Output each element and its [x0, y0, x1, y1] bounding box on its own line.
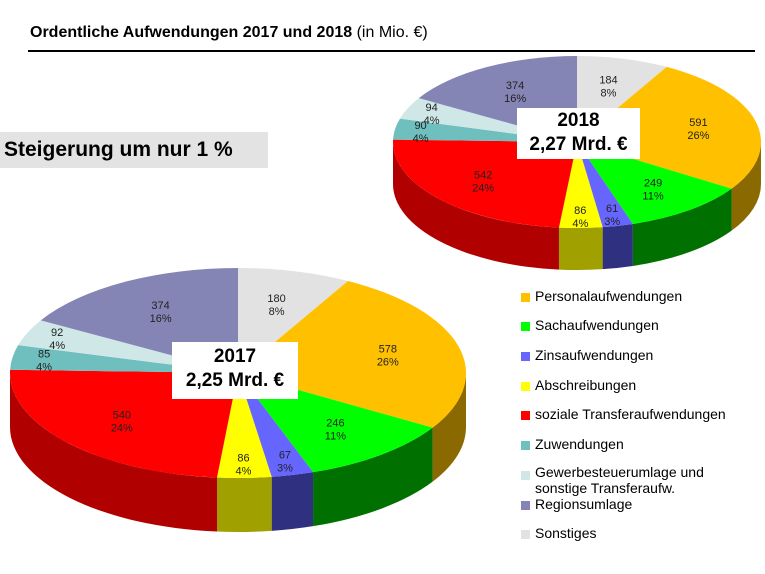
pie-2018-side-2 — [632, 188, 732, 266]
pie-percent-label: 4% — [36, 362, 52, 374]
pie-percent-label: 11% — [325, 431, 346, 443]
pie-value-label: 591 — [689, 117, 707, 129]
pie-2018-slice-sachaufwendungen — [577, 142, 732, 224]
increase-note: Steigerung um nur 1 % — [0, 132, 268, 168]
legend-label: Gewerbesteuerumlage und sonstige Transfe… — [535, 464, 704, 496]
legend-label: Personalaufwendungen — [535, 288, 683, 304]
pie-value-label: 61 — [606, 203, 618, 215]
pie-2018-slice-soziale — [393, 139, 577, 228]
legend-item: Regionsumlage — [521, 496, 632, 512]
legend-swatch — [521, 471, 530, 480]
pie-2018-side-1 — [731, 142, 761, 231]
pie-2017-side-2 — [313, 427, 433, 527]
pie-value-label: 90 — [414, 120, 426, 132]
pie-2018-label-box: 2018 2,27 Mrd. € — [517, 108, 640, 159]
legend-label: Regionsumlage — [535, 496, 633, 512]
pie-value-label: 92 — [51, 327, 63, 339]
legend-label: Sonstiges — [535, 525, 597, 541]
pie-2018-total: 2,27 Mrd. € — [529, 134, 628, 155]
legend-item: Sonstiges — [521, 525, 596, 541]
legend-swatch — [521, 501, 530, 510]
legend-item: Personalaufwendungen — [521, 288, 682, 304]
pie-2017-side-5 — [10, 373, 218, 532]
pie-2018-side-4 — [558, 227, 603, 270]
pie-2017-label-box: 2017 2,25 Mrd. € — [172, 342, 298, 399]
pie-percent-label: 8% — [269, 306, 285, 318]
pie-2017-slice-personalaufwendungen — [238, 281, 467, 428]
legend-label: soziale Transferaufwendungen — [535, 406, 726, 422]
legend-label: Sachaufwendungen — [535, 317, 659, 333]
pie-2017-side-4 — [217, 476, 272, 532]
pie-value-label: 94 — [425, 102, 437, 114]
title-unit: (in Mio. €) — [352, 24, 428, 41]
title-rule — [28, 50, 755, 52]
pie-value-label: 184 — [599, 74, 617, 86]
legend-item: soziale Transferaufwendungen — [521, 406, 726, 422]
pie-2017-side-1 — [432, 373, 466, 482]
pie-2018-slice-zinsaufwendungen — [577, 142, 633, 228]
pie-percent-label: 4% — [572, 218, 588, 230]
pie-percent-label: 24% — [111, 422, 133, 434]
legend-swatch — [521, 352, 530, 361]
pie-2017-title: 2017 — [213, 346, 257, 367]
legend-item: Gewerbesteuerumlage und sonstige Transfe… — [521, 464, 750, 496]
pie-percent-label: 24% — [472, 183, 494, 195]
legend-label: Zinsaufwendungen — [535, 347, 654, 363]
pie-percent-label: 26% — [687, 130, 709, 142]
pie-value-label: 578 — [379, 344, 397, 356]
pie-value-label: 374 — [151, 300, 169, 312]
pie-value-label: 374 — [506, 80, 524, 92]
pie-2017-side-3 — [271, 472, 314, 531]
pie-value-label: 86 — [237, 452, 249, 464]
pie-percent-label: 4% — [49, 340, 65, 352]
pie-2017-slice-abschreibungen — [217, 373, 272, 478]
legend-swatch — [521, 530, 530, 539]
pie-value-label: 249 — [644, 177, 662, 189]
pie-value-label: 180 — [267, 293, 285, 305]
legend-swatch — [521, 322, 530, 331]
pie-value-label: 67 — [279, 450, 291, 462]
legend-swatch — [521, 411, 530, 420]
pie-percent-label: 16% — [504, 93, 526, 105]
pie-percent-label: 16% — [150, 313, 172, 325]
legend-item: Zinsaufwendungen — [521, 347, 653, 363]
pie-percent-label: 26% — [377, 357, 399, 369]
pie-percent-label: 4% — [413, 133, 429, 145]
pie-value-label: 540 — [113, 409, 131, 421]
pie-2018-side-5 — [393, 142, 559, 270]
legend-swatch — [521, 293, 530, 302]
pie-percent-label: 4% — [424, 115, 440, 127]
pie-2018-side-3 — [602, 223, 633, 270]
pie-2017-total: 2,25 Mrd. € — [185, 370, 285, 391]
pie-percent-label: 4% — [236, 465, 252, 477]
pie-value-label: 86 — [574, 205, 586, 217]
legend-item: Zuwendungen — [521, 436, 624, 452]
pie-2018-title: 2018 — [557, 110, 600, 131]
pie-2018-slice-abschreibungen — [558, 142, 603, 228]
pie-percent-label: 3% — [277, 463, 293, 475]
pie-percent-label: 3% — [604, 216, 620, 228]
legend-swatch — [521, 441, 530, 450]
legend-swatch — [521, 382, 530, 391]
legend-item: Sachaufwendungen — [521, 317, 659, 333]
pie-value-label: 246 — [326, 418, 344, 430]
chart-title: Ordentliche Aufwendungen 2017 und 2018 (… — [30, 24, 428, 42]
title-bold: Ordentliche Aufwendungen 2017 und 2018 — [30, 24, 353, 41]
pie-percent-label: 8% — [601, 87, 617, 99]
pie-2018-slice-personalaufwendungen — [577, 66, 761, 189]
pie-percent-label: 11% — [642, 190, 663, 202]
legend-item: Abschreibungen — [521, 377, 636, 393]
legend-label: Abschreibungen — [535, 377, 637, 393]
pie-value-label: 85 — [38, 349, 50, 361]
legend-label: Zuwendungen — [535, 436, 624, 452]
pie-value-label: 542 — [474, 170, 492, 182]
